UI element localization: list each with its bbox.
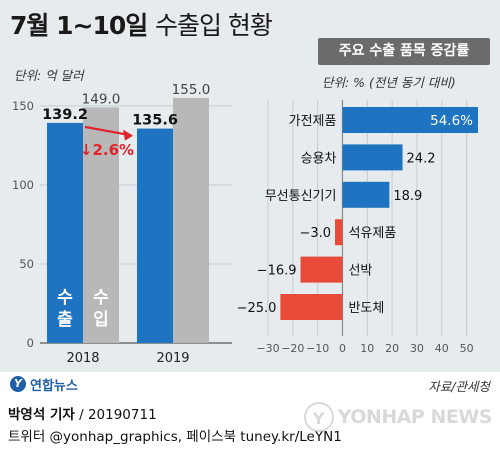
bar-승용차 [342,144,403,171]
title-sub: 수출입 현황 [154,11,273,40]
bar-가전제품 [342,107,479,133]
category-label-선박: 선박 [348,264,372,279]
export-series-label-char: 출 [57,310,73,330]
bar-무선통신기기 [342,181,390,208]
bar-2018-export [47,122,83,343]
right-tick-label: 20 [385,342,399,355]
watermark-text: YONHAP NEWS [337,406,493,428]
right-tick-label: 30 [410,342,424,355]
left-tick-label: 0 [27,336,34,350]
right-tick-label: 40 [435,342,449,355]
byline-date: 20190711 [87,407,157,423]
change-arrow-line [84,125,128,136]
change-percent-label: ↓2.6% [80,141,134,159]
right-tick-label: 10 [360,342,374,355]
category-label-승용차: 승용차 [301,151,337,166]
value-label-승용차: 24.2 [407,151,436,166]
change-annotation: ↓2.6% [80,125,134,159]
category-label-2019: 2019 [156,351,189,366]
yonhap-logo: Y 연합뉴스 [10,375,78,394]
category-label-2018: 2018 [66,351,99,366]
import-series-label-char: 입 [93,310,109,330]
right-tick-label: −10 [306,342,329,355]
left-unit-label: 단위: 억 달러 [14,68,84,83]
bar-석유제품 [335,219,343,246]
category-label-석유제품: 석유제품 [348,226,396,241]
watermark: Y YONHAP NEWS [303,400,493,434]
social-links: 트위터 @yonhap_graphics, 페이스북 tuney.kr/LeYN… [8,429,342,445]
bar-선박 [300,256,343,283]
left-tick-label: 100 [12,178,34,192]
right-labels: 가전제품 54.6% 승용차 24.2 무선통신기기 18.9 석유제품 −3.0 선박 −16.… [237,113,474,316]
left-tick-label: 150 [12,99,34,113]
bar-value-label: 155.0 [172,82,211,98]
value-label-선박: −16.9 [257,264,297,279]
left-bars [47,97,209,343]
bar-value-label: 135.6 [132,113,178,129]
right-bars [280,107,479,320]
bar-value-label: 149.0 [82,91,121,107]
right-chart-header: 주요 수출 품목 증감률 [318,38,490,65]
category-label-가전제품: 가전제품 [289,114,337,129]
right-unit-label: 단위: % (전년 동기 대비) [322,75,456,90]
right-tick-label: −30 [256,342,279,355]
byline: 박영석 기자 / 20190711 [8,407,157,423]
value-label-가전제품: 54.6% [430,113,473,129]
logo-text: 연합뉴스 [30,378,78,394]
value-label-무선통신기기: 18.9 [393,189,422,204]
left-category-labels: 2018 2019 [66,351,189,366]
bar-반도체 [280,294,343,320]
export-series-label-char: 수 [57,288,73,308]
page-title: 7월 1~10일 수출입 현황 [10,6,273,42]
category-label-반도체: 반도체 [348,301,384,316]
import-series-label-char: 수 [93,288,109,308]
right-tick-label: −20 [281,342,304,355]
source-label: 자료/관세청 [428,379,490,394]
value-label-반도체: −25.0 [237,301,277,316]
byline-name: 박영석 기자 [8,407,75,423]
title-main: 7월 1~10일 [10,11,148,40]
bar-2019-import [173,97,209,343]
right-tick-label: 0 [339,342,346,355]
right-axis: −30 −20 −10 0 10 20 30 40 50 [256,342,473,355]
change-arrow-head [123,129,133,141]
watermark-logo-icon: Y [303,402,334,432]
export-items-bar-chart: 가전제품 54.6% 승용차 24.2 무선통신기기 18.9 석유제품 −3.0 선박 −16.… [237,100,479,355]
left-tick-label: 50 [19,257,34,271]
bar-value-label: 139.2 [42,107,88,123]
value-label-석유제품: −3.0 [299,226,331,241]
right-tick-label: 50 [460,342,474,355]
yonhap-logo-icon: Y [10,376,26,392]
category-label-무선통신기기: 무선통신기기 [265,189,337,204]
bar-2019-export [137,128,173,343]
bar-2018-import [83,107,119,343]
